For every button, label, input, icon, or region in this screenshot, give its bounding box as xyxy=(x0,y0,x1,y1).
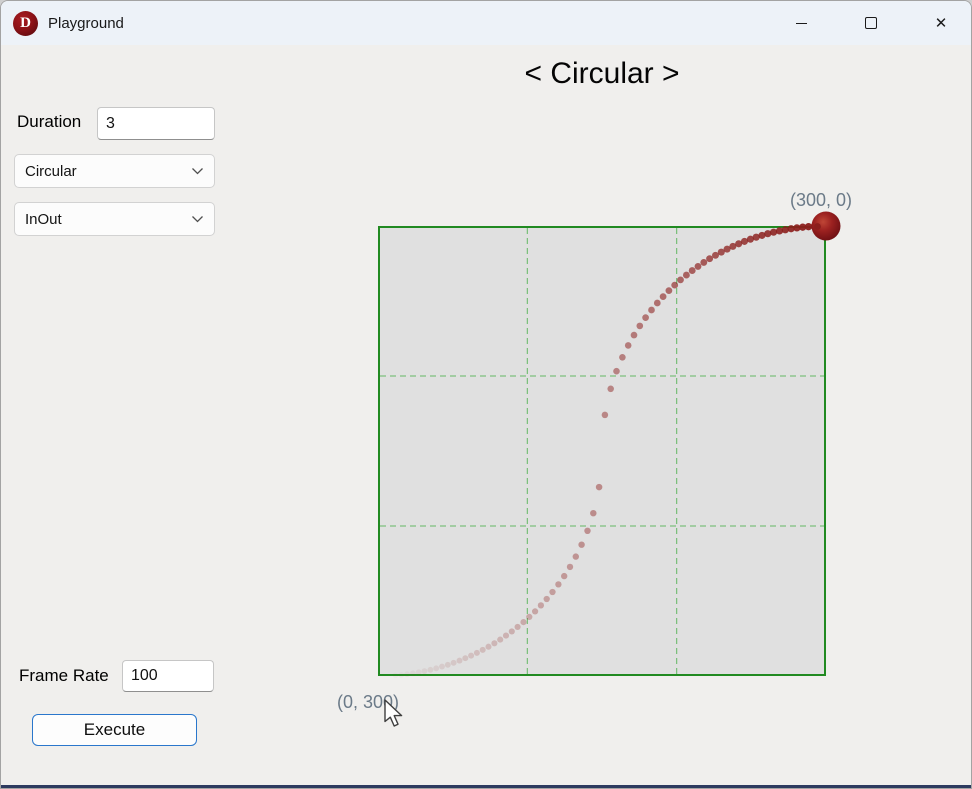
duration-label: Duration xyxy=(17,112,82,131)
easing-mode-value: InOut xyxy=(25,210,62,228)
frame-rate-input[interactable] xyxy=(122,660,214,692)
minimize-icon xyxy=(795,22,807,24)
close-icon: ✕ xyxy=(934,14,948,32)
execute-button[interactable]: Execute xyxy=(32,714,197,746)
mouse-cursor-icon xyxy=(384,699,403,727)
execute-button-label: Execute xyxy=(83,720,146,739)
window-title: Playground xyxy=(48,14,124,32)
frame-rate-label: Frame Rate xyxy=(19,666,109,685)
duration-input[interactable] xyxy=(97,107,215,140)
maximize-icon xyxy=(865,17,877,29)
easing-plot-svg xyxy=(378,211,841,677)
close-button[interactable]: ✕ xyxy=(918,1,964,45)
easing-function-value: Circular xyxy=(25,162,77,180)
start-point-label: (0, 300) xyxy=(337,692,400,712)
end-point-label: (300, 0) xyxy=(790,190,853,210)
easing-function-select[interactable]: Circular xyxy=(14,154,215,188)
app-logo-letter: D xyxy=(20,14,31,31)
easing-mode-select[interactable]: InOut xyxy=(14,202,215,236)
easing-title: < Circular > xyxy=(524,57,680,90)
maximize-button[interactable] xyxy=(848,1,894,45)
titlebar[interactable]: D Playground ✕ xyxy=(1,1,971,45)
minimize-button[interactable] xyxy=(778,1,824,45)
app-logo-icon: D xyxy=(13,10,38,36)
chevron-down-icon xyxy=(191,215,204,223)
window-bottom-edge xyxy=(1,785,971,788)
chevron-down-icon xyxy=(191,167,204,175)
